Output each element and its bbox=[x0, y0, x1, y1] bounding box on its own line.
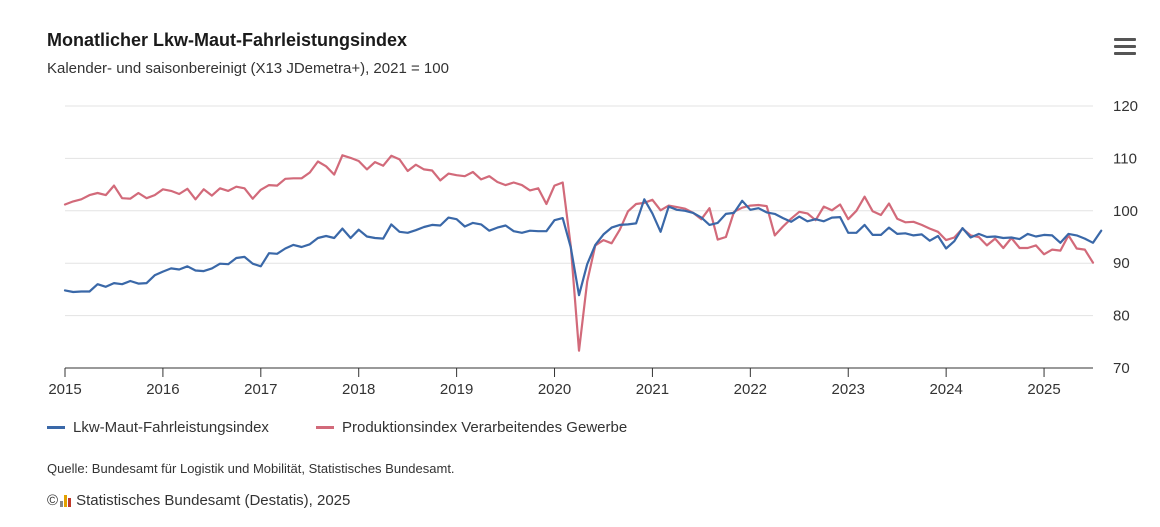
legend-item-produktion[interactable]: Produktionsindex Verarbeitendes Gewerbe bbox=[316, 419, 627, 436]
y-tick-label-70: 70 bbox=[1113, 360, 1130, 377]
x-tick-label-2024: 2024 bbox=[929, 381, 962, 398]
y-tick-label-110: 110 bbox=[1113, 150, 1137, 167]
credits[interactable]: © Statistisches Bundesamt (Destatis), 20… bbox=[47, 492, 350, 509]
legend-item-lkw[interactable]: Lkw-Maut-Fahrleistungsindex bbox=[47, 419, 269, 436]
chart-title: Monatlicher Lkw-Maut-Fahrleistungsindex bbox=[47, 30, 408, 50]
chart-subtitle: Kalender- und saisonbereinigt (X13 JDeme… bbox=[47, 60, 449, 77]
legend-label-produktion: Produktionsindex Verarbeitendes Gewerbe bbox=[342, 419, 628, 436]
legend-label-lkw: Lkw-Maut-Fahrleistungsindex bbox=[73, 419, 269, 436]
y-tick-label-90: 90 bbox=[1113, 255, 1130, 272]
x-tick-label-2022: 2022 bbox=[734, 381, 767, 398]
x-tick-label-2023: 2023 bbox=[832, 381, 865, 398]
hamburger-menu-icon[interactable] bbox=[1114, 38, 1136, 58]
credits-text: Statistisches Bundesamt (Destatis), 2025 bbox=[76, 492, 351, 509]
x-tick-label-2017: 2017 bbox=[244, 381, 277, 398]
x-tick-label-2021: 2021 bbox=[636, 381, 669, 398]
x-tick-label-2020: 2020 bbox=[538, 381, 571, 398]
y-tick-label-120: 120 bbox=[1113, 98, 1138, 115]
series-line-lkw bbox=[63, 198, 1103, 297]
x-tick-label-2016: 2016 bbox=[146, 381, 179, 398]
legend-swatch-produktion bbox=[316, 426, 334, 429]
y-tick-label-80: 80 bbox=[1113, 308, 1130, 325]
series-line-produktion bbox=[63, 154, 1095, 352]
x-tick-label-2015: 2015 bbox=[48, 381, 81, 398]
source-note: Quelle: Bundesamt für Logistik und Mobil… bbox=[47, 461, 455, 476]
x-tick-label-2025: 2025 bbox=[1027, 381, 1060, 398]
x-tick-label-2019: 2019 bbox=[440, 381, 473, 398]
destatis-logo-icon bbox=[60, 494, 72, 507]
copyright-icon: © bbox=[47, 492, 59, 509]
x-tick-label-2018: 2018 bbox=[342, 381, 375, 398]
legend-swatch-lkw bbox=[47, 426, 65, 429]
y-tick-label-100: 100 bbox=[1113, 203, 1138, 220]
